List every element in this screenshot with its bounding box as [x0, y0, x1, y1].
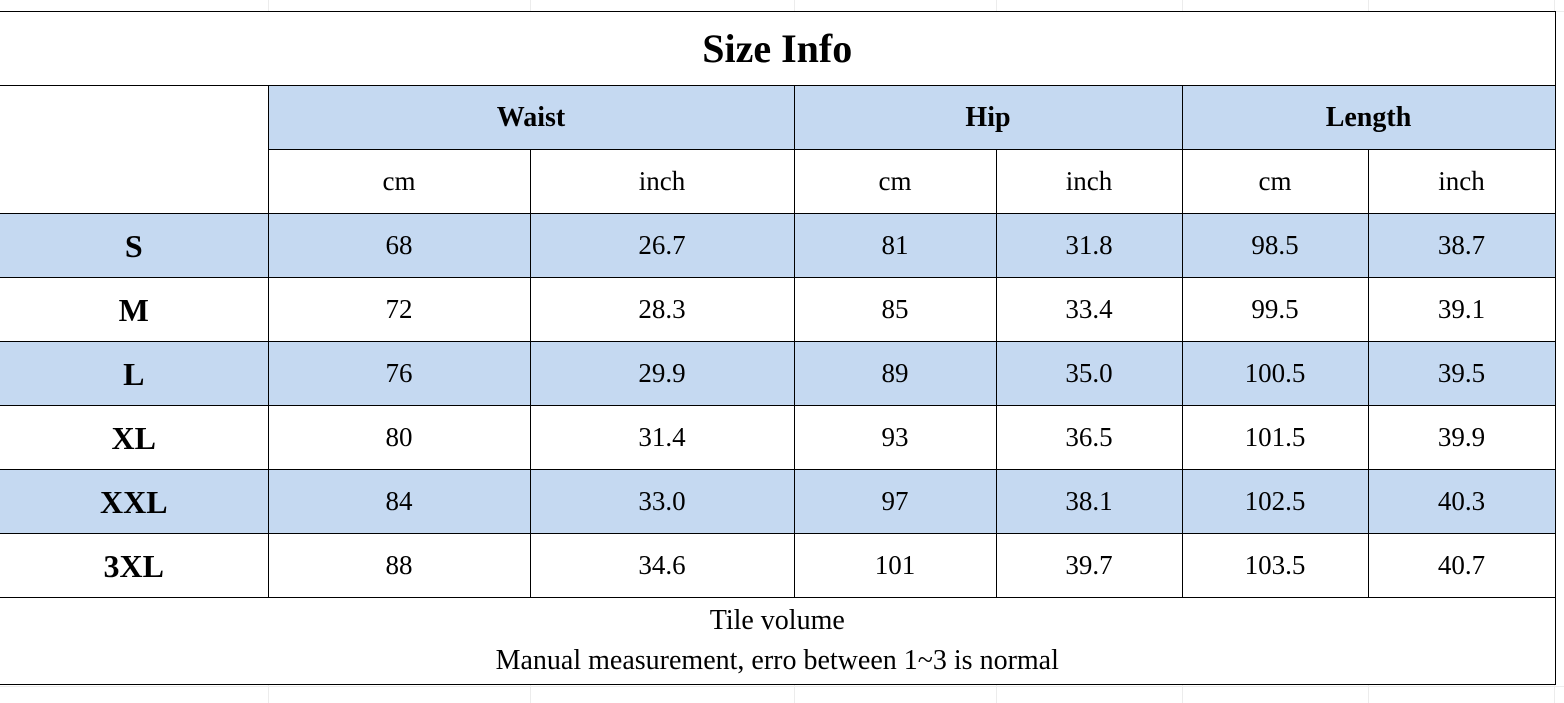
title-row: Size Info — [0, 11, 1556, 86]
size-row-m: M 72 28.3 85 33.4 99.5 39.1 — [0, 277, 1556, 342]
table-cell: 102.5 — [1181, 469, 1369, 534]
table-cell: 88 — [267, 533, 531, 598]
table-cell: 39.1 — [1367, 277, 1556, 342]
note-line-1: Tile volume — [709, 605, 845, 636]
unit-hip-cm: cm — [793, 149, 997, 214]
table-cell: 85 — [793, 277, 997, 342]
table-cell: 26.7 — [529, 213, 795, 278]
table-cell: 31.8 — [995, 213, 1183, 278]
size-label: XXL — [0, 469, 269, 534]
table-cell: 101.5 — [1181, 405, 1369, 470]
size-row-3xl: 3XL 88 34.6 101 39.7 103.5 40.7 — [0, 533, 1556, 598]
table-cell: 29.9 — [529, 341, 795, 406]
table-cell: 35.0 — [995, 341, 1183, 406]
table-title: Size Info — [0, 11, 1556, 86]
size-label: XL — [0, 405, 269, 470]
size-label: M — [0, 277, 269, 342]
table-cell: 39.9 — [1367, 405, 1556, 470]
table-cell: 33.0 — [529, 469, 795, 534]
table-cell: 38.1 — [995, 469, 1183, 534]
size-row-xxl: XXL 84 33.0 97 38.1 102.5 40.3 — [0, 469, 1556, 534]
unit-length-cm: cm — [1181, 149, 1369, 214]
unit-hip-inch: inch — [995, 149, 1183, 214]
size-label: S — [0, 213, 269, 278]
size-label: L — [0, 341, 269, 406]
header-length: Length — [1181, 85, 1556, 150]
table-cell: 98.5 — [1181, 213, 1369, 278]
table-cell: 101 — [793, 533, 997, 598]
measurement-note: Tile volume Manual measurement, erro bet… — [0, 597, 1556, 685]
unit-waist-inch: inch — [529, 149, 795, 214]
header-waist: Waist — [267, 85, 795, 150]
sheet-gridline — [0, 686, 1564, 687]
size-label: 3XL — [0, 533, 269, 598]
table-cell: 34.6 — [529, 533, 795, 598]
size-row-xl: XL 80 31.4 93 36.5 101.5 39.9 — [0, 405, 1556, 470]
table-cell: 28.3 — [529, 277, 795, 342]
table-cell: 99.5 — [1181, 277, 1369, 342]
table-cell: 38.7 — [1367, 213, 1556, 278]
unit-header-row: cm inch cm inch cm inch — [0, 149, 1556, 214]
table-cell: 97 — [793, 469, 997, 534]
unit-length-inch: inch — [1367, 149, 1556, 214]
table-cell: 84 — [267, 469, 531, 534]
table-cell: 33.4 — [995, 277, 1183, 342]
table-cell: 68 — [267, 213, 531, 278]
size-info-table: Size Info Waist Hip Length cm inch cm in… — [0, 11, 1556, 685]
table-cell: 72 — [267, 277, 531, 342]
table-cell: 39.5 — [1367, 341, 1556, 406]
table-cell: 81 — [793, 213, 997, 278]
unit-waist-cm: cm — [267, 149, 531, 214]
size-row-l: L 76 29.9 89 35.0 100.5 39.5 — [0, 341, 1556, 406]
header-corner-cell — [0, 85, 269, 214]
size-row-s: S 68 26.7 81 31.8 98.5 38.7 — [0, 213, 1556, 278]
measurement-header-row: Waist Hip Length — [0, 85, 1556, 214]
table-cell: 89 — [793, 341, 997, 406]
table-cell: 100.5 — [1181, 341, 1369, 406]
table-cell: 103.5 — [1181, 533, 1369, 598]
table-cell: 36.5 — [995, 405, 1183, 470]
table-cell: 39.7 — [995, 533, 1183, 598]
header-hip: Hip — [793, 85, 1183, 150]
table-cell: 93 — [793, 405, 997, 470]
table-cell: 76 — [267, 341, 531, 406]
note-row: Tile volume Manual measurement, erro bet… — [0, 597, 1556, 685]
note-line-2: Manual measurement, erro between 1~3 is … — [495, 645, 1059, 676]
table-cell: 40.3 — [1367, 469, 1556, 534]
table-cell: 31.4 — [529, 405, 795, 470]
table-cell: 40.7 — [1367, 533, 1556, 598]
table-cell: 80 — [267, 405, 531, 470]
size-chart: Size Info Waist Hip Length cm inch cm in… — [0, 11, 1556, 685]
